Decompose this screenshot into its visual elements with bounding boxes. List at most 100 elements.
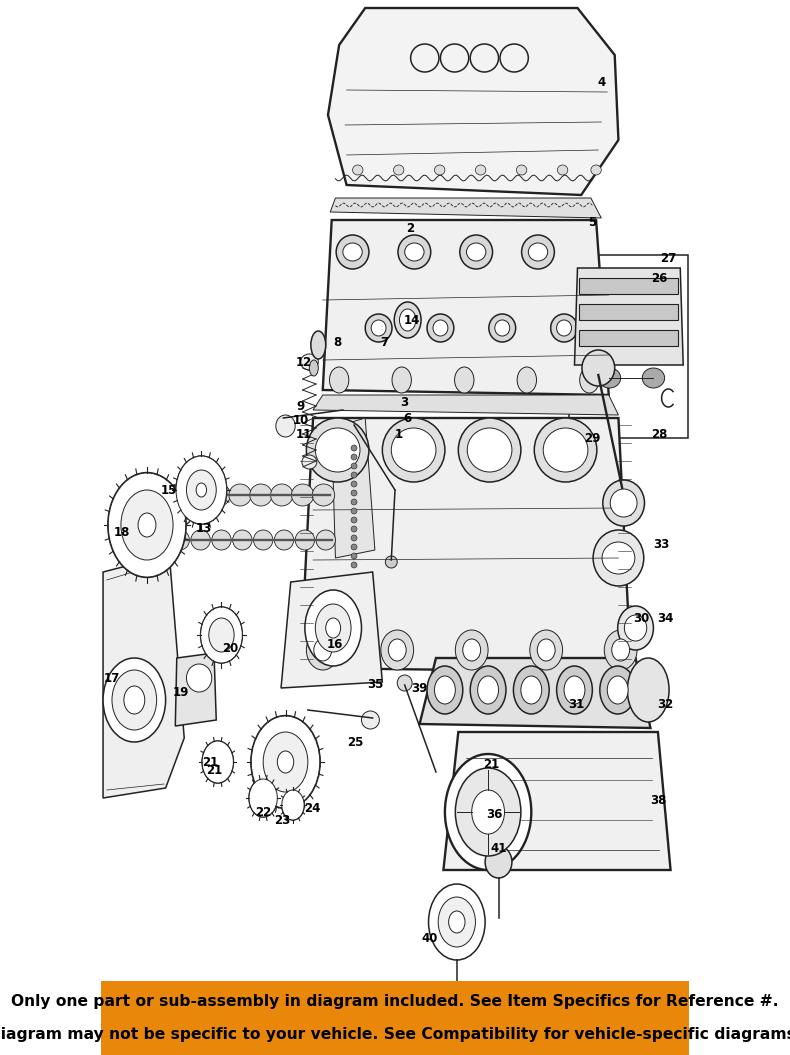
Ellipse shape: [440, 1002, 477, 1042]
Ellipse shape: [624, 615, 647, 641]
Ellipse shape: [398, 235, 431, 269]
Ellipse shape: [470, 666, 506, 714]
Text: 1: 1: [395, 428, 403, 441]
Ellipse shape: [282, 790, 304, 820]
Ellipse shape: [250, 484, 272, 506]
Ellipse shape: [392, 367, 412, 394]
Ellipse shape: [467, 243, 486, 261]
Text: 9: 9: [296, 401, 304, 414]
Ellipse shape: [386, 556, 397, 568]
Text: Only one part or sub-assembly in diagram included. See Item Specifics for Refere: Only one part or sub-assembly in diagram…: [11, 994, 779, 1010]
Text: 21: 21: [202, 755, 218, 768]
Ellipse shape: [530, 630, 562, 670]
Ellipse shape: [145, 484, 167, 506]
Ellipse shape: [351, 517, 357, 523]
Ellipse shape: [489, 314, 516, 342]
Ellipse shape: [282, 790, 304, 820]
Ellipse shape: [124, 686, 145, 714]
Ellipse shape: [191, 530, 210, 550]
Text: 16: 16: [326, 638, 343, 652]
Ellipse shape: [544, 428, 588, 472]
Ellipse shape: [108, 473, 186, 577]
Ellipse shape: [404, 243, 424, 261]
Text: 27: 27: [660, 251, 676, 265]
Ellipse shape: [310, 360, 318, 376]
Ellipse shape: [351, 553, 357, 559]
Text: 29: 29: [584, 431, 600, 444]
Ellipse shape: [470, 44, 498, 72]
Ellipse shape: [310, 331, 325, 359]
Ellipse shape: [351, 509, 357, 514]
Ellipse shape: [351, 544, 357, 550]
Ellipse shape: [314, 639, 332, 661]
Ellipse shape: [295, 530, 314, 550]
Ellipse shape: [391, 428, 436, 472]
Ellipse shape: [557, 666, 592, 714]
Ellipse shape: [521, 676, 542, 704]
Polygon shape: [300, 418, 631, 672]
Ellipse shape: [276, 415, 295, 437]
Bar: [101, 981, 689, 1055]
Ellipse shape: [212, 530, 231, 550]
Text: 24: 24: [304, 802, 321, 814]
Ellipse shape: [351, 454, 357, 460]
Polygon shape: [332, 418, 375, 558]
Ellipse shape: [170, 530, 190, 550]
Polygon shape: [103, 555, 184, 798]
Text: 12: 12: [295, 356, 311, 368]
Text: 31: 31: [568, 698, 584, 711]
Ellipse shape: [534, 418, 596, 482]
Text: 34: 34: [657, 612, 674, 625]
Ellipse shape: [537, 639, 555, 661]
Ellipse shape: [263, 732, 308, 792]
Ellipse shape: [454, 367, 474, 394]
Ellipse shape: [610, 490, 637, 517]
Ellipse shape: [602, 542, 635, 574]
Ellipse shape: [229, 484, 251, 506]
Ellipse shape: [449, 912, 465, 933]
Text: 33: 33: [653, 538, 669, 552]
Ellipse shape: [381, 630, 414, 670]
Polygon shape: [419, 658, 650, 728]
Ellipse shape: [351, 445, 357, 450]
Ellipse shape: [351, 481, 357, 487]
Text: 21: 21: [483, 759, 499, 771]
Ellipse shape: [460, 235, 493, 269]
Text: 6: 6: [404, 411, 412, 424]
Ellipse shape: [618, 606, 653, 650]
Ellipse shape: [611, 639, 630, 661]
Ellipse shape: [427, 666, 463, 714]
Ellipse shape: [251, 716, 320, 808]
Ellipse shape: [604, 630, 637, 670]
Ellipse shape: [187, 484, 209, 506]
Ellipse shape: [455, 768, 521, 856]
Ellipse shape: [271, 484, 293, 506]
Ellipse shape: [389, 639, 406, 661]
Bar: [579, 304, 678, 320]
Ellipse shape: [201, 607, 243, 663]
Ellipse shape: [441, 44, 468, 72]
Text: 37: 37: [495, 1016, 511, 1029]
Ellipse shape: [208, 484, 231, 506]
Ellipse shape: [400, 309, 416, 331]
Ellipse shape: [521, 235, 555, 269]
Ellipse shape: [149, 530, 168, 550]
Text: 15: 15: [161, 483, 178, 497]
Ellipse shape: [427, 314, 453, 342]
Ellipse shape: [411, 44, 439, 72]
Text: 11: 11: [295, 428, 311, 441]
Ellipse shape: [249, 779, 277, 817]
Ellipse shape: [315, 605, 351, 652]
Ellipse shape: [337, 235, 369, 269]
Ellipse shape: [371, 320, 386, 335]
Text: 18: 18: [114, 525, 130, 538]
Ellipse shape: [558, 165, 568, 175]
Polygon shape: [330, 198, 601, 218]
Ellipse shape: [351, 463, 357, 469]
Ellipse shape: [351, 535, 357, 541]
Ellipse shape: [514, 666, 549, 714]
Ellipse shape: [517, 367, 536, 394]
Polygon shape: [569, 255, 688, 438]
Ellipse shape: [343, 243, 363, 261]
Ellipse shape: [307, 418, 369, 482]
